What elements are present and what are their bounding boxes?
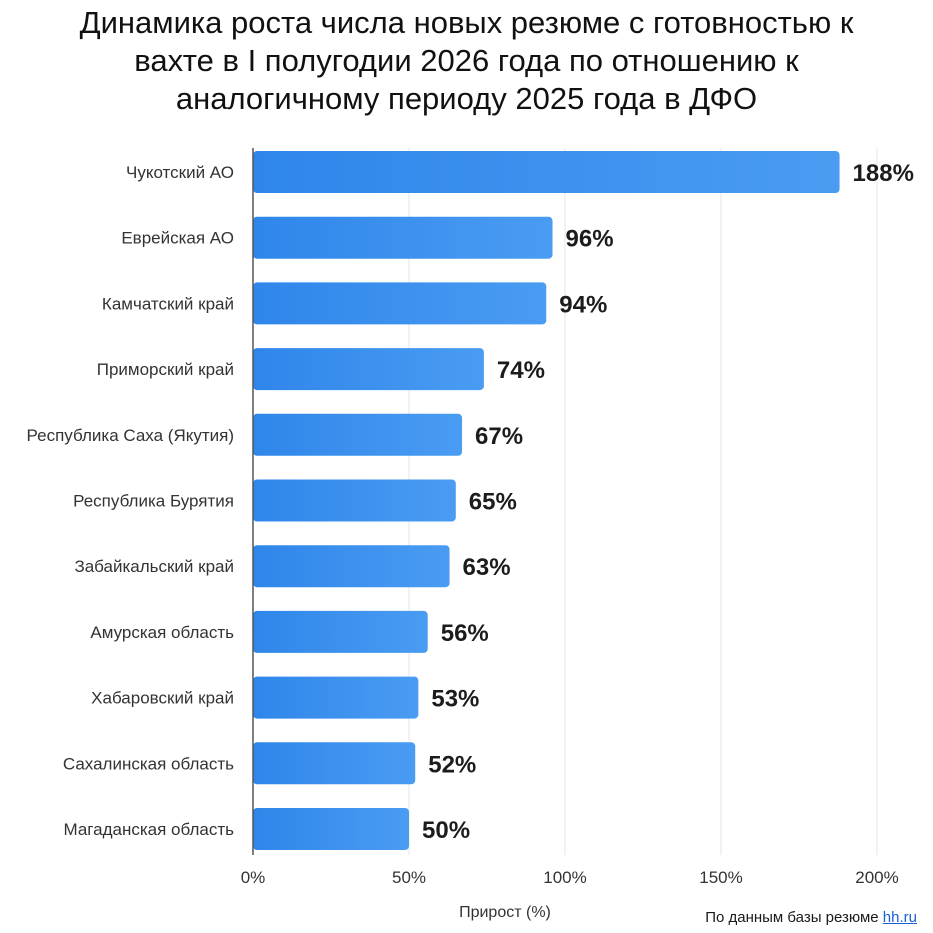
bar (253, 348, 484, 391)
value-label: 52% (428, 751, 476, 778)
category-label: Республика Саха (Якутия) (27, 426, 234, 445)
source-link[interactable]: hh.ru (882, 909, 917, 926)
bar (253, 742, 416, 785)
x-tick-label: 0% (241, 868, 266, 887)
value-label: 74% (497, 357, 545, 384)
bar (253, 151, 840, 193)
value-label: 96% (566, 226, 614, 253)
grid-lines (408, 148, 878, 855)
category-label: Хабаровский край (91, 689, 234, 708)
chart-title: Динамика роста числа новых резюме с гото… (0, 4, 933, 118)
category-label: Чукотский АО (126, 163, 234, 182)
bar (253, 479, 456, 522)
value-label: 53% (431, 686, 479, 713)
x-tick-label: 100% (543, 868, 586, 887)
x-tick-label: 200% (855, 868, 898, 887)
value-label: 94% (559, 291, 607, 318)
bar (253, 610, 428, 653)
source-note: По данным базы резюме hh.ru (705, 909, 917, 926)
source-prefix: По данным базы резюме (705, 909, 879, 926)
x-tick-label: 150% (699, 868, 742, 887)
category-label: Еврейская АО (121, 229, 234, 248)
value-label: 188% (853, 160, 914, 187)
bar (253, 216, 553, 259)
x-tick-label: 50% (392, 868, 426, 887)
category-label: Республика Бурятия (73, 492, 234, 511)
bars (253, 151, 840, 850)
bar (253, 282, 547, 325)
category-label: Забайкальский край (74, 557, 234, 576)
bar (253, 676, 419, 719)
category-label: Магаданская область (64, 820, 235, 839)
value-label: 50% (422, 817, 470, 844)
category-label: Сахалинская область (63, 754, 234, 773)
bar (253, 545, 450, 588)
category-label: Приморский край (97, 360, 234, 379)
value-label: 63% (463, 554, 511, 581)
x-axis-label: Прирост (%) (459, 904, 551, 921)
bar (253, 413, 463, 456)
value-label: 67% (475, 423, 523, 450)
labels: 0% 50% 100% 150% 200% Чукотский АО 188% Еврейск… (27, 160, 914, 921)
chart-title-line: аналогичному периоду 2025 года в ДФО (175, 81, 758, 116)
category-label: Камчатский край (102, 294, 234, 313)
chart-title-line: вахте в I полугодии 2026 года по отношен… (134, 43, 799, 78)
chart-title-line: Динамика роста числа новых резюме с гото… (79, 5, 854, 40)
category-label: Амурская область (90, 623, 234, 642)
bar (253, 808, 409, 850)
value-label: 65% (469, 489, 517, 516)
value-label: 56% (441, 620, 489, 647)
